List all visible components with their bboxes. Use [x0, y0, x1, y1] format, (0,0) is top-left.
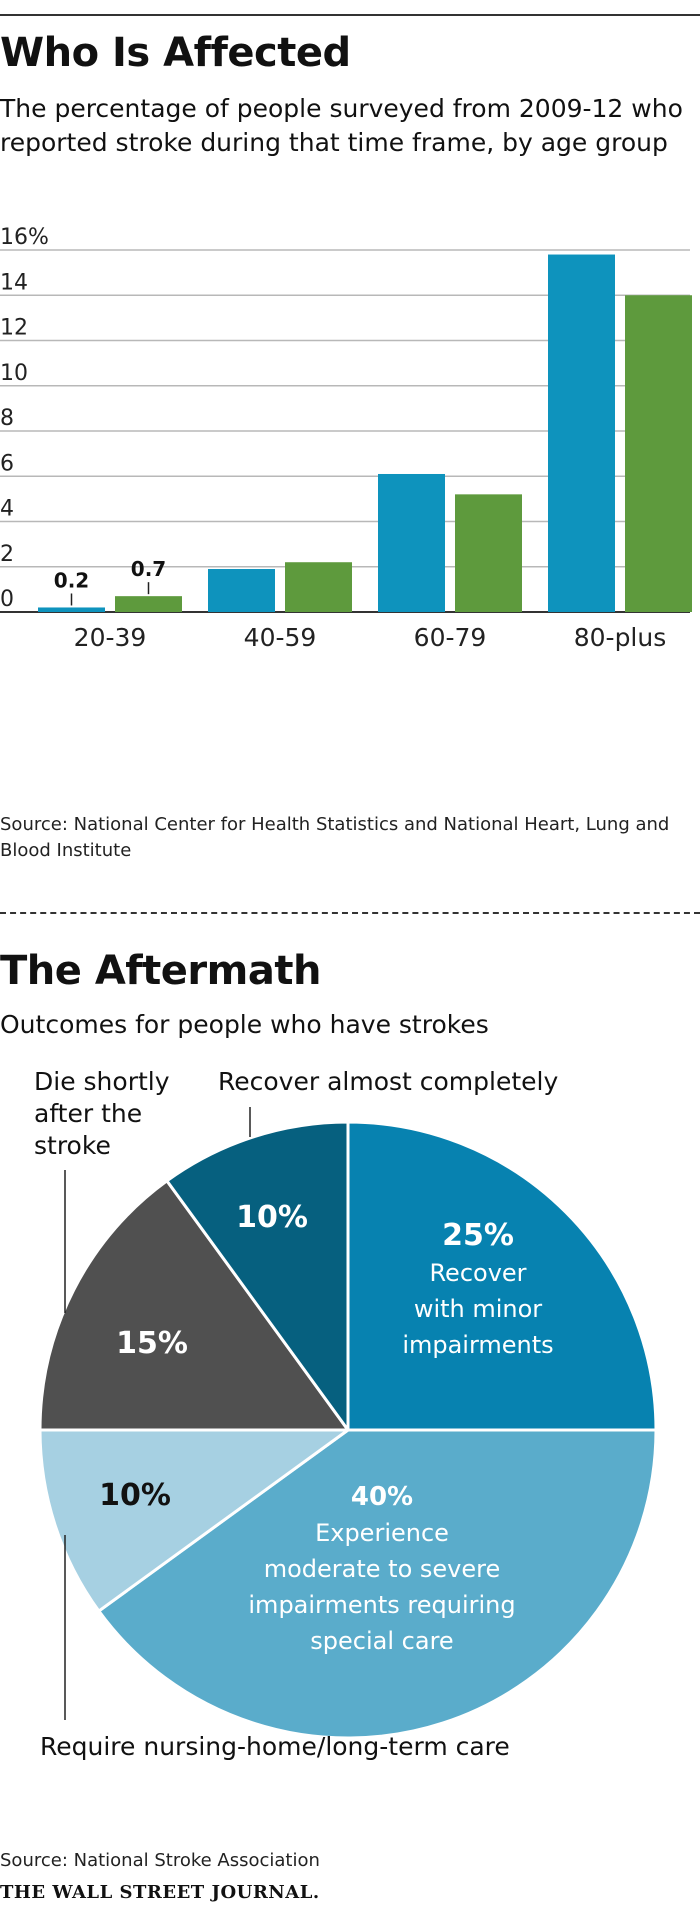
callout-label: Recover almost completely	[218, 1067, 558, 1096]
callout-label: Require nursing-home/long-term care	[40, 1732, 510, 1761]
data-label: 0.7	[131, 557, 166, 581]
bar-y-axis: 0 2 4 6 8 10 12 14 16%	[0, 225, 49, 612]
pie-slice-1	[97, 1428, 658, 1740]
bar-female-80-plus	[625, 295, 692, 612]
callout-label: Die shortly after the stroke	[34, 1067, 170, 1160]
pie-slices	[38, 1120, 658, 1740]
pie-callouts: Require nursing-home/long-term care Die s…	[34, 1067, 558, 1761]
bar-chart-subtitle: The percentage of people surveyed from 2…	[0, 94, 683, 157]
pie-slice-description: impairments	[402, 1331, 553, 1359]
publisher-logo: THE WALL STREET JOURNAL.	[0, 1882, 320, 1903]
pie-slice-description: special care	[310, 1627, 453, 1655]
x-tick-label: 40-59	[244, 623, 317, 652]
pie-slice-description: moderate to severe	[264, 1555, 501, 1583]
pie-chart-source: Source: National Stroke Association	[0, 1850, 320, 1871]
y-tick-label: 4	[0, 497, 14, 522]
pie-slice-description: Recover	[429, 1259, 526, 1287]
bar-male-20-39	[38, 607, 105, 612]
pie-slice-percent: 25%	[442, 1218, 514, 1253]
pie-slice-3	[38, 1179, 350, 1432]
bar-chart-source: Source: National Center for Health Stati…	[0, 814, 670, 861]
bar-chart-title: Who Is Affected	[0, 30, 351, 76]
y-tick-label: 2	[0, 542, 14, 567]
pie-chart-subtitle: Outcomes for people who have strokes	[0, 1010, 489, 1039]
bar-female-20-39	[115, 596, 182, 612]
bar-male-40-59	[208, 569, 275, 612]
x-tick-label: 60-79	[414, 623, 487, 652]
pie-slice-percent: 10%	[236, 1200, 308, 1235]
pie-slice-description: impairments requiring	[248, 1591, 515, 1619]
bar-x-axis: 20-39 40-59 60-79 80-plus	[74, 623, 667, 652]
data-label: 0.2	[54, 568, 89, 592]
pie-slice-percent: 40%	[351, 1482, 413, 1512]
y-tick-label: 14	[0, 270, 28, 295]
bar-marks	[38, 254, 692, 612]
y-tick-label: 10	[0, 361, 28, 386]
x-tick-label: 80-plus	[574, 623, 667, 652]
y-tick-label: 8	[0, 406, 14, 431]
bar-male-80-plus	[548, 254, 615, 612]
section-divider	[0, 912, 700, 914]
pie-chart: 25% Recover with minor impairments 40% Experi…	[34, 1067, 658, 1761]
x-tick-label: 20-39	[74, 623, 147, 652]
bar-data-labels: 0.2 0.7	[54, 557, 166, 606]
pie-slice-2	[38, 1428, 350, 1613]
pie-slice-4	[165, 1120, 350, 1432]
y-tick-label: 6	[0, 451, 14, 476]
y-tick-label: 12	[0, 316, 28, 341]
y-tick-label: 16%	[0, 225, 49, 250]
bar-female-60-79	[455, 494, 522, 612]
pie-slice-description: with minor	[414, 1295, 542, 1323]
pie-slice-percent: 15%	[116, 1326, 188, 1361]
pie-chart-title: The Aftermath	[0, 948, 321, 994]
pie-slice-labels: 25% Recover with minor impairments 40% Experi…	[99, 1200, 554, 1655]
top-rule	[0, 14, 700, 16]
bar-female-40-59	[285, 562, 352, 612]
bar-male-60-79	[378, 473, 445, 612]
pie-slice-percent: 10%	[99, 1478, 171, 1513]
y-tick-label: 0	[0, 587, 14, 612]
pie-slice-0	[346, 1120, 658, 1432]
pie-slice-description: Experience	[315, 1519, 449, 1547]
